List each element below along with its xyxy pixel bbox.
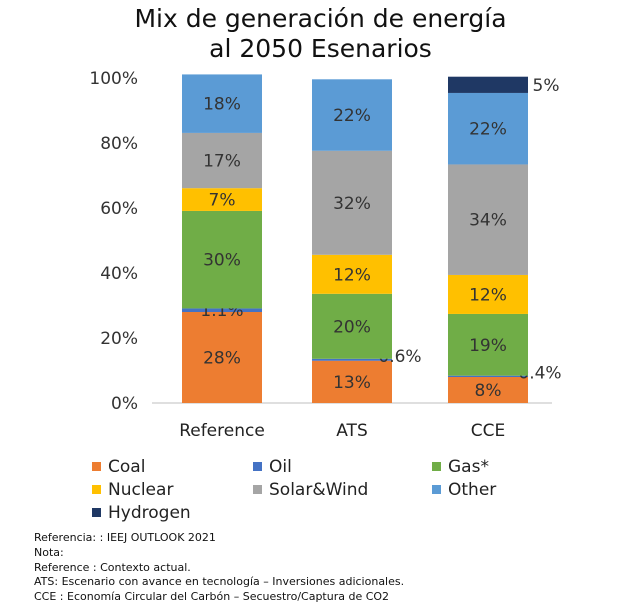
data-label: 20% bbox=[333, 317, 371, 337]
legend-item: Other bbox=[432, 480, 496, 500]
bar-segment bbox=[448, 377, 528, 403]
bar-segment bbox=[182, 210, 262, 309]
legend-label: Gas* bbox=[448, 457, 489, 477]
legend-swatch bbox=[92, 462, 101, 471]
x-tick-label: CCE bbox=[471, 421, 505, 441]
x-tick-label: Reference bbox=[179, 421, 265, 441]
bar-segment bbox=[182, 312, 262, 403]
bar-segment bbox=[448, 274, 528, 314]
bar-segment bbox=[448, 313, 528, 376]
y-tick-label: 40% bbox=[100, 264, 138, 284]
bar-segment bbox=[312, 358, 392, 361]
legend-swatch bbox=[92, 485, 101, 494]
data-label: 5% bbox=[533, 76, 560, 96]
data-label: 34% bbox=[469, 211, 507, 231]
legend-item: Gas* bbox=[432, 457, 489, 477]
note-line: Nota: bbox=[34, 545, 64, 559]
legend-label: Hydrogen bbox=[108, 503, 191, 523]
legend-label: Nuclear bbox=[108, 480, 174, 500]
data-label: 32% bbox=[333, 194, 371, 214]
bar-segment bbox=[448, 92, 528, 165]
data-label: 12% bbox=[333, 265, 371, 285]
y-tick-label: 100% bbox=[89, 69, 138, 89]
legend-item: Coal bbox=[92, 457, 145, 477]
legend-item: Nuclear bbox=[92, 480, 173, 500]
y-tick-label: 80% bbox=[100, 134, 138, 154]
data-label: 22% bbox=[469, 120, 507, 140]
bar-segment bbox=[182, 188, 262, 211]
data-label: 12% bbox=[469, 285, 507, 305]
data-label: 22% bbox=[333, 106, 371, 126]
note-line: Reference : Contexto actual. bbox=[34, 560, 191, 574]
stacked-bar-chart: 0%20%40%60%80%100%Reference ATS CCE28%1.1%… bbox=[89, 69, 561, 441]
legend-item: Solar&Wind bbox=[253, 480, 368, 500]
x-tick-label: ATS bbox=[336, 421, 368, 441]
legend-swatch bbox=[253, 485, 262, 494]
data-label: 19% bbox=[469, 336, 507, 356]
legend-swatch bbox=[253, 462, 262, 471]
legend-label: Other bbox=[448, 480, 497, 500]
bar-segment bbox=[312, 254, 392, 294]
data-label: 8% bbox=[475, 381, 502, 401]
data-label: 28% bbox=[203, 349, 241, 369]
data-label: 30% bbox=[203, 251, 241, 271]
bar-segment bbox=[312, 293, 392, 359]
legend-label: Solar&Wind bbox=[269, 480, 369, 500]
note-line: CCE : Economía Circular del Carbón – Sec… bbox=[34, 590, 390, 604]
bar-segment bbox=[182, 308, 262, 312]
chart-title-line-2: al 2050 Esenarios bbox=[209, 34, 432, 63]
bar-segment bbox=[182, 132, 262, 189]
legend-swatch bbox=[92, 508, 101, 517]
legend-swatch bbox=[432, 485, 441, 494]
bar-segment bbox=[448, 164, 528, 275]
y-tick-label: 0% bbox=[111, 394, 138, 414]
data-label: 0.4% bbox=[518, 363, 561, 383]
data-label: 18% bbox=[203, 95, 241, 115]
data-label: 13% bbox=[333, 373, 371, 393]
y-tick-label: 60% bbox=[100, 199, 138, 219]
legend-label: Coal bbox=[108, 457, 146, 477]
note-line: ATS: Escenario con avance en tecnología … bbox=[34, 575, 405, 589]
bar-segment bbox=[312, 150, 392, 255]
legend-swatch bbox=[432, 462, 441, 471]
legend-label: Oil bbox=[269, 457, 292, 477]
note-line: Referencia: : IEEJ OUTLOOK 2021 bbox=[34, 531, 216, 544]
bar-segment bbox=[312, 360, 392, 403]
chart-title-line-1: Mix de generación de energía bbox=[134, 4, 507, 33]
legend-item: Oil bbox=[253, 457, 292, 477]
bar-segment bbox=[312, 79, 392, 151]
bar-segment bbox=[448, 76, 528, 93]
bar-segment bbox=[448, 375, 528, 377]
data-label: 7% bbox=[209, 191, 236, 211]
legend-item: Hydrogen bbox=[92, 503, 191, 523]
bar-segment bbox=[182, 74, 262, 133]
data-label: 17% bbox=[203, 152, 241, 172]
y-tick-label: 20% bbox=[100, 329, 138, 349]
